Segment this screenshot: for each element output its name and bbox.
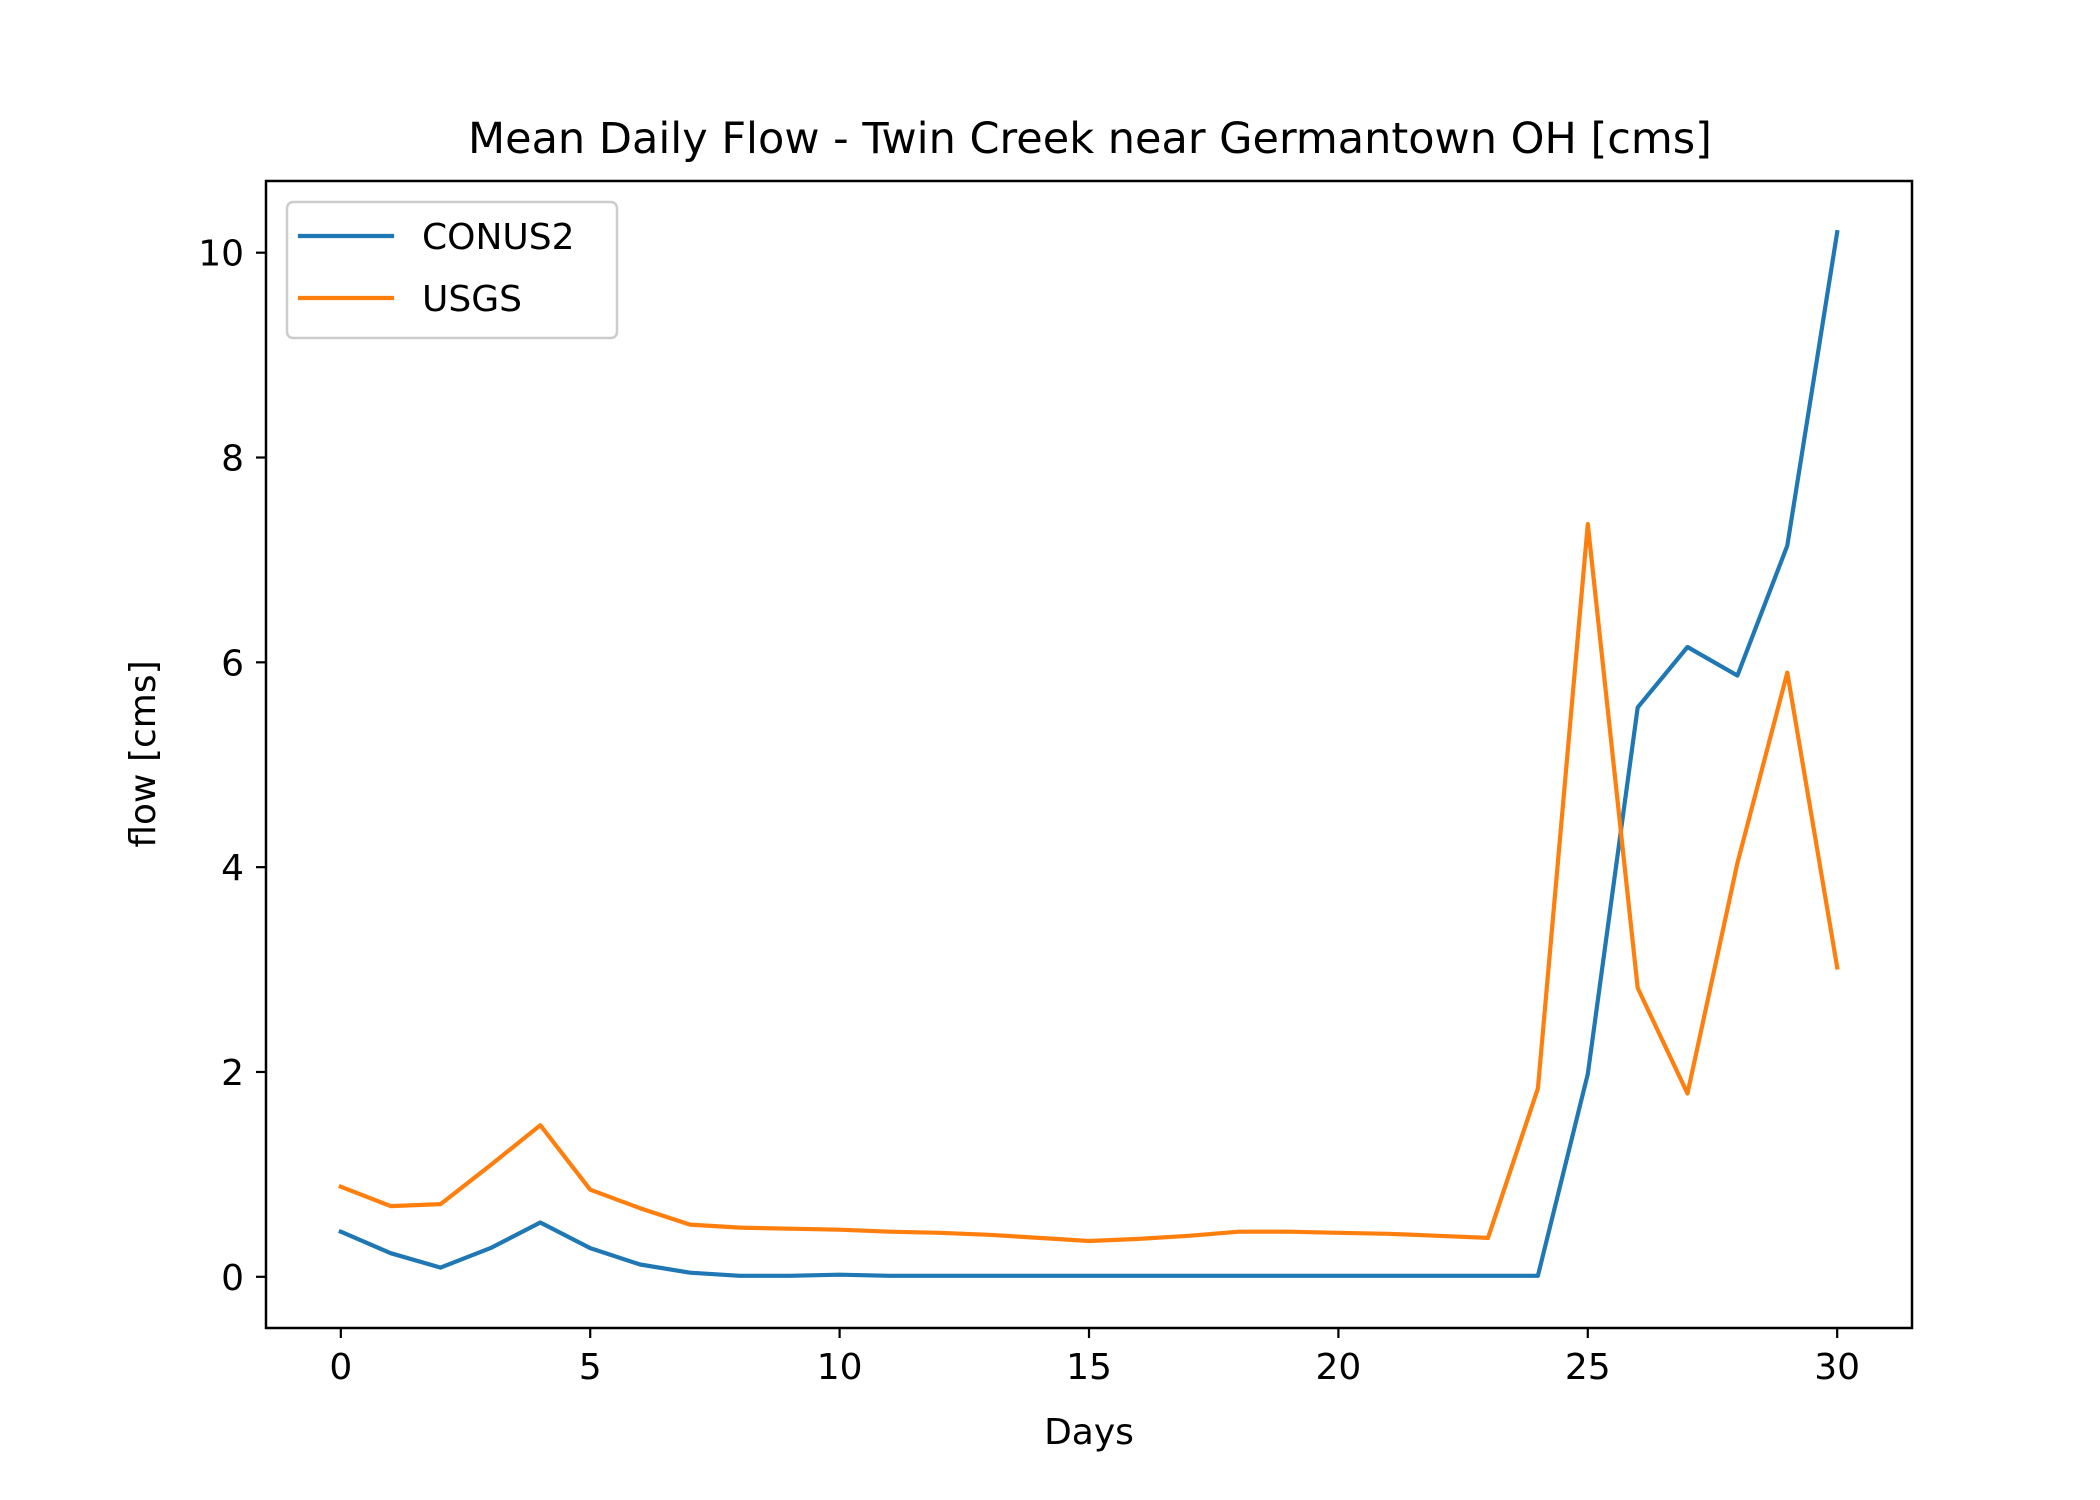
y-tick-label: 6 (221, 643, 244, 684)
y-tick-label: 8 (221, 439, 244, 480)
x-axis-label: Days (1044, 1412, 1134, 1453)
legend: CONUS2 USGS (285, 200, 619, 340)
series-layer (338, 229, 1840, 1278)
x-tick-label: 20 (1315, 1347, 1361, 1388)
x-tick-label: 10 (817, 1347, 863, 1388)
y-tick-label: 2 (221, 1053, 244, 1094)
y-tick-label: 0 (221, 1258, 244, 1299)
legend-label-usgs: USGS (422, 279, 522, 320)
legend-label-conus2: CONUS2 (422, 217, 575, 258)
series-line-usgs (338, 521, 1840, 1244)
plot-area (266, 181, 1912, 1328)
y-axis: 0 2 4 6 8 10 (198, 234, 266, 1299)
x-tick-label: 15 (1066, 1347, 1112, 1388)
x-axis: 0 5 10 15 20 25 30 (329, 1328, 1860, 1388)
x-tick-label: 5 (579, 1347, 602, 1388)
x-tick-label: 25 (1565, 1347, 1611, 1388)
x-tick-label: 30 (1814, 1347, 1860, 1388)
chart-title: Mean Daily Flow - Twin Creek near German… (468, 114, 1712, 164)
series-line-conus2 (338, 229, 1840, 1278)
y-tick-label: 4 (221, 848, 244, 889)
x-tick-label: 0 (329, 1347, 352, 1388)
y-tick-label: 10 (198, 234, 244, 275)
y-axis-label: flow [cms] (123, 660, 164, 847)
